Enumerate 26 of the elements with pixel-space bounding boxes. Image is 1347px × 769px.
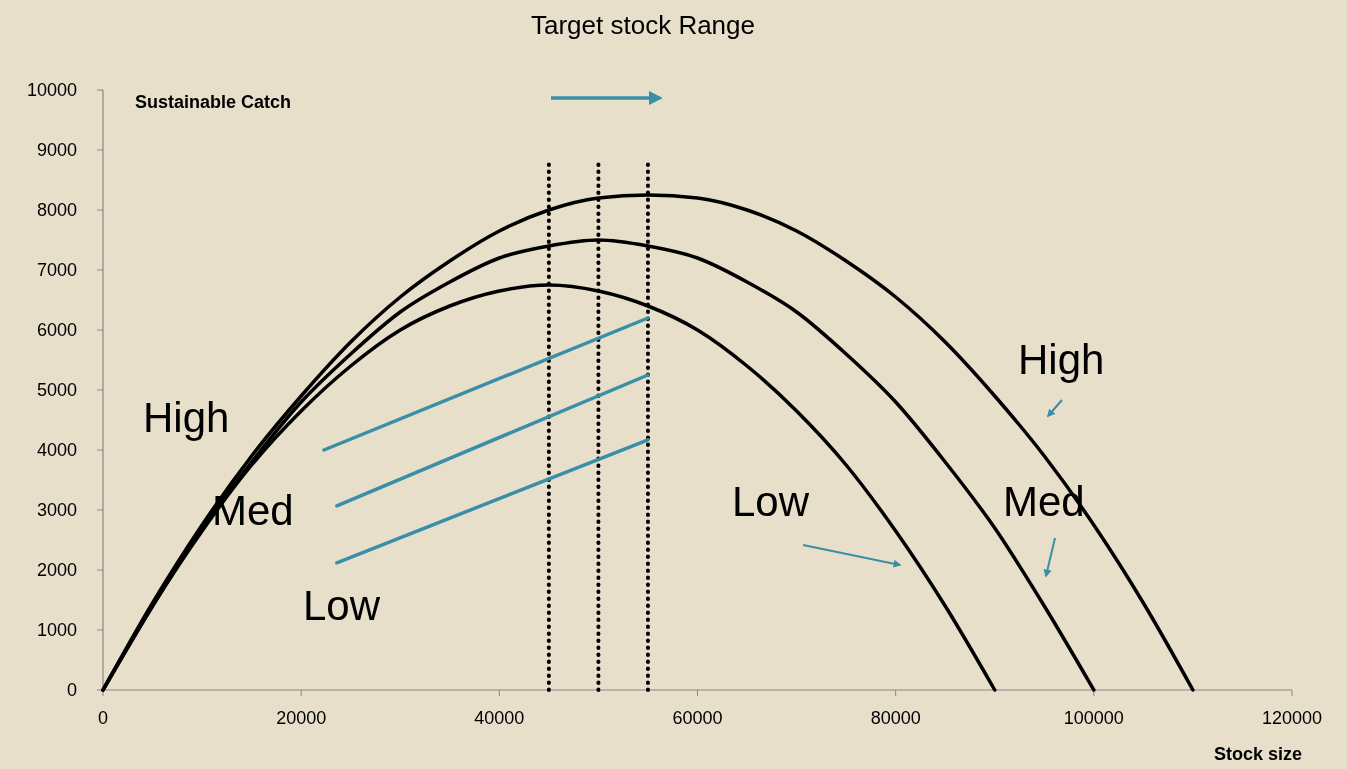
annotation: High (143, 394, 230, 441)
annotation: Low (303, 582, 381, 629)
y-tick-label: 0 (66, 680, 77, 701)
x-tick-label: 100000 (1063, 708, 1124, 728)
y-tick-label: 1000 (36, 620, 77, 641)
y-tick-label: 2000 (36, 560, 77, 581)
y-tick-label: 6000 (36, 320, 77, 341)
x-tick-label: 80000 (870, 708, 921, 728)
y-tick-label: 3000 (36, 500, 77, 521)
y-axis-title: Sustainable Catch (135, 92, 292, 112)
x-tick-label: 40000 (474, 708, 525, 728)
y-tick-label: 8000 (36, 200, 77, 221)
x-tick-label: 120000 (1261, 708, 1323, 728)
y-tick-label: 7000 (36, 260, 77, 281)
annotation: Med (1003, 478, 1085, 525)
x-axis-title: Stock size (1213, 744, 1302, 764)
y-tick-label: 4000 (36, 440, 77, 461)
x-tick-label: 60000 (672, 708, 723, 728)
annotation: Low (732, 478, 810, 525)
annotation: High (1018, 336, 1105, 383)
x-tick-label: 0 (97, 708, 109, 728)
y-tick-label: 9000 (36, 140, 77, 161)
y-tick-label: 10000 (26, 80, 77, 101)
y-tick-label: 5000 (36, 380, 77, 401)
x-tick-label: 20000 (276, 708, 327, 728)
chart-title: Target stock Range (530, 10, 756, 40)
